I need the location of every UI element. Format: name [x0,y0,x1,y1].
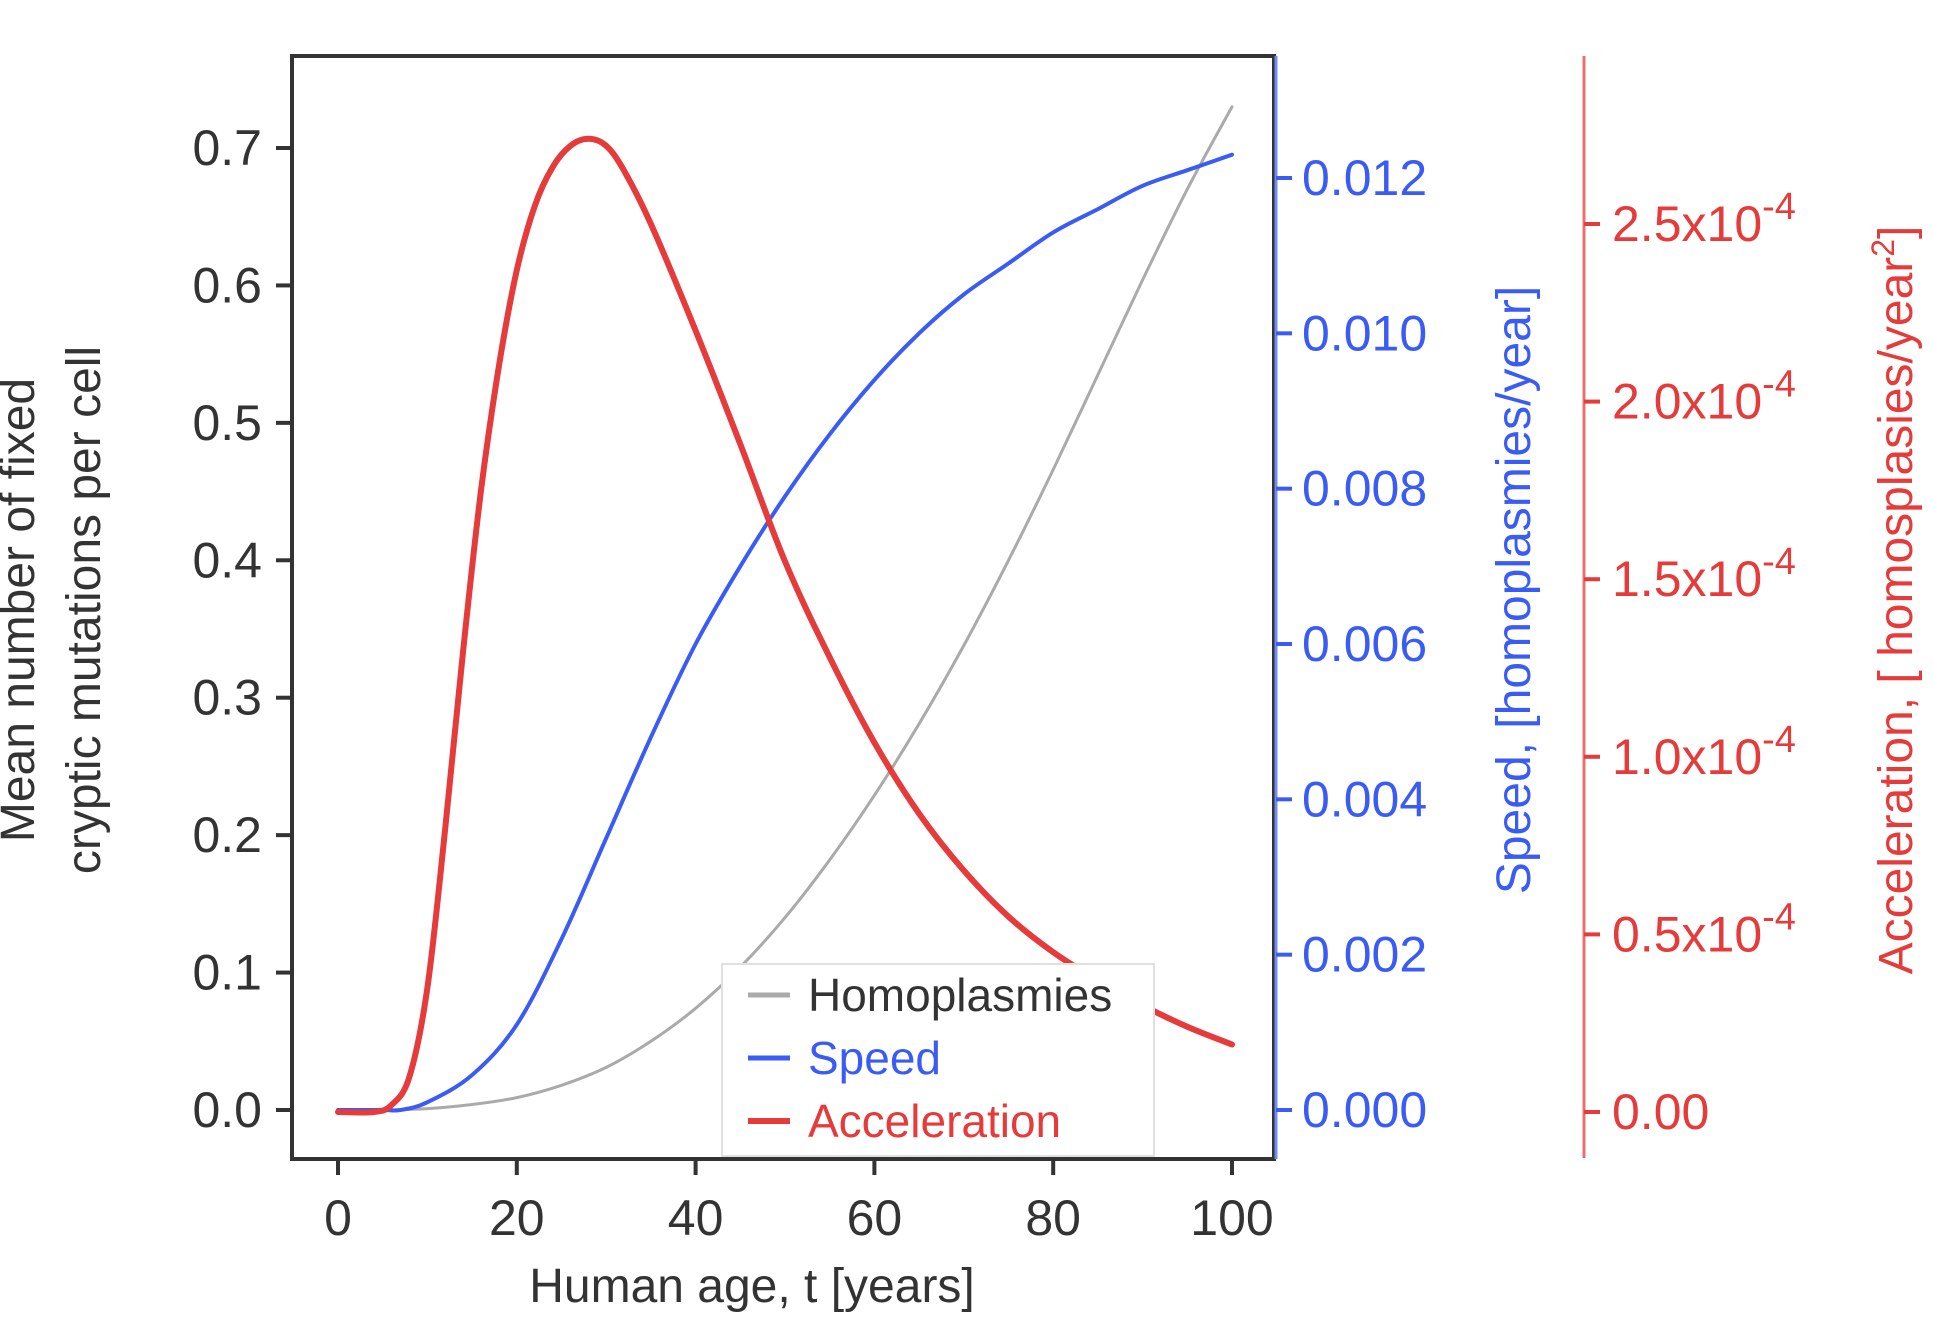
x-tick-label: 40 [668,1190,724,1246]
x-tick-label: 100 [1190,1190,1273,1246]
y-left-tick-label: 0.0 [192,1082,262,1138]
y-left-tick-label: 0.5 [192,395,262,451]
y-speed-tick-label: 0.006 [1302,616,1427,672]
series-line-homoplasmies [336,105,1234,1112]
series-line-speed [336,152,1234,1113]
x-tick-label: 80 [1025,1190,1081,1246]
legend-label-speed: Speed [808,1032,941,1084]
y-speed-tick-label: 0.000 [1302,1082,1427,1138]
x-tick-label: 20 [489,1190,545,1246]
y-speed-tick-label: 0.002 [1302,927,1427,983]
y-left-title-line2: cryptic mutations per cell [58,346,111,874]
y-left-tick-label: 0.7 [192,120,262,176]
legend-label-acceleration: Acceleration [808,1095,1061,1147]
y-speed-tick-label: 0.012 [1302,150,1427,206]
y-accel-title-main: Acceleration, [ homosplasies/year [1870,257,1923,975]
y-speed-tick-label: 0.004 [1302,771,1427,827]
legend-label-homoplasmies: Homoplasmies [808,969,1112,1021]
y-accel-tick-label: 2.0x10-4 [1612,364,1796,430]
legend-box [721,963,1155,1157]
y-left-tick-label: 0.6 [192,257,262,313]
y-left-tick-label: 0.2 [192,807,262,863]
y-speed-tick-label: 0.008 [1302,461,1427,517]
x-tick-label: 0 [324,1190,352,1246]
series-layer [335,105,1235,1116]
y-accel-title: Acceleration, [ homosplasies/year2] [1865,226,1923,975]
y-left-tick-label: 0.1 [192,945,262,1001]
y-accel-title-end: ] [1870,226,1923,239]
y-speed-tick-label: 0.010 [1302,305,1427,361]
y-accel-tick-label: 0.00 [1612,1084,1709,1140]
legend: Homoplasmies Speed Acceleration [721,963,1155,1157]
y-left-tick-label: 0.4 [192,532,262,588]
y-speed-title: Speed, [homoplasmies/year] [1488,286,1541,894]
y-accel-tick-label: 0.5x10-4 [1612,896,1796,962]
y-accel-tick-label: 1.5x10-4 [1612,541,1796,607]
y-accel-tick-label: 1.0x10-4 [1612,719,1796,785]
y-accel-title-sup: 2 [1865,239,1901,257]
y-accel-tick-label: 2.5x10-4 [1612,186,1796,252]
y-left-title-line1: Mean number of fixed [0,378,45,842]
y-left-tick-label: 0.3 [192,670,262,726]
plot-frame [290,54,1276,1161]
x-tick-label: 60 [847,1190,903,1246]
series-line-acceleration [335,135,1235,1116]
x-axis-title: Human age, t [years] [529,1260,975,1313]
axes-layer: 0 20 40 60 80 100 0.0 0.1 0.2 0.3 0.4 0.5 0.6 0.7 0.00… [192,56,1796,1246]
